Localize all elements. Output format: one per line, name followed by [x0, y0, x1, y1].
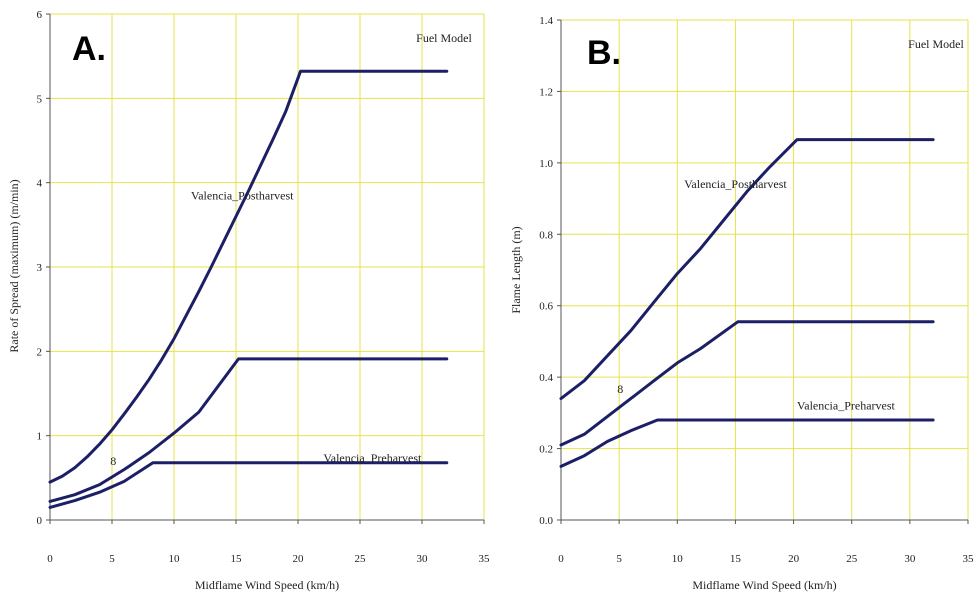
x-axis-title: Midflame Wind Speed (km/h): [692, 578, 836, 592]
x-tick-label: 20: [293, 553, 305, 565]
y-tick-label: 1.4: [539, 15, 553, 27]
x-tick-label: 10: [169, 553, 181, 565]
legend-title: Fuel Model: [908, 37, 964, 51]
x-tick-label: 0: [47, 553, 53, 565]
fuel-model-8-label: 8: [110, 454, 116, 468]
x-tick-label: 15: [730, 553, 742, 565]
series-line-valencia-preharvest: [559, 418, 935, 468]
x-tick-label: 20: [788, 553, 800, 565]
y-tick-label: 0: [37, 515, 43, 527]
x-tick-label: 5: [616, 553, 622, 565]
y-tick-label: 0.8: [539, 229, 553, 241]
y-tick-label: 1.0: [539, 158, 553, 170]
series-line-valencia-postharvest: [559, 138, 935, 401]
y-tick-label: 1: [37, 431, 43, 443]
panel-label: B.: [587, 34, 621, 72]
y-axis-title: Flame Length (m): [509, 226, 523, 313]
panel-label: A.: [72, 30, 106, 68]
y-tick-label: 4: [37, 178, 43, 190]
y-tick-label: 0.6: [539, 301, 553, 313]
series-line-valencia-preharvest: [48, 461, 449, 509]
y-tick-label: 0.2: [539, 444, 553, 456]
y-tick-label: 2: [37, 346, 43, 358]
x-tick-label: 30: [417, 553, 429, 565]
x-tick-label: 30: [904, 553, 916, 565]
chart-panel-b: 0 5 10 15 20 25 30 35 0.0 0.2 0.4 0.6 0.8 1.0 1.2 1.4 Mi…: [509, 15, 974, 592]
series-line-fuel-model-8: [48, 357, 449, 503]
y-tick-label: 6: [37, 9, 43, 21]
x-tick-label: 35: [963, 553, 975, 565]
x-tick-label: 15: [231, 553, 243, 565]
x-axis-title: Midflame Wind Speed (km/h): [195, 578, 339, 592]
chart-panel-a: 0 5 10 15 20 25 30 35 0 1 2 3 4 5 6 Midflame Wind Speed…: [7, 9, 490, 592]
x-tick-label: 35: [479, 553, 491, 565]
y-tick-label: 0.4: [539, 372, 553, 384]
x-tick-label: 5: [109, 553, 115, 565]
y-tick-label: 5: [37, 93, 43, 105]
series-line-valencia-postharvest: [48, 69, 449, 484]
series-label: Valencia_Postharvest: [684, 177, 787, 191]
y-tick-label: 3: [37, 262, 43, 274]
y-tick-label: 0.0: [539, 515, 553, 527]
y-axis-title: Rate of Spread (maximum) (m/min): [7, 179, 21, 352]
y-tick-label: 1.2: [539, 86, 553, 98]
legend-title: Fuel Model: [416, 31, 472, 45]
x-tick-label: 25: [355, 553, 367, 565]
series-line-fuel-model-8: [559, 320, 935, 447]
x-tick-label: 10: [672, 553, 684, 565]
x-tick-label: 0: [558, 553, 564, 565]
series-label: Valencia_Postharvest: [191, 189, 294, 203]
fuel-model-8-label: 8: [617, 382, 623, 396]
series-label: Valencia_Preharvest: [323, 451, 422, 465]
x-tick-label: 25: [846, 553, 858, 565]
series-label: Valencia_Preharvest: [797, 398, 896, 412]
plot-area: [561, 20, 968, 520]
